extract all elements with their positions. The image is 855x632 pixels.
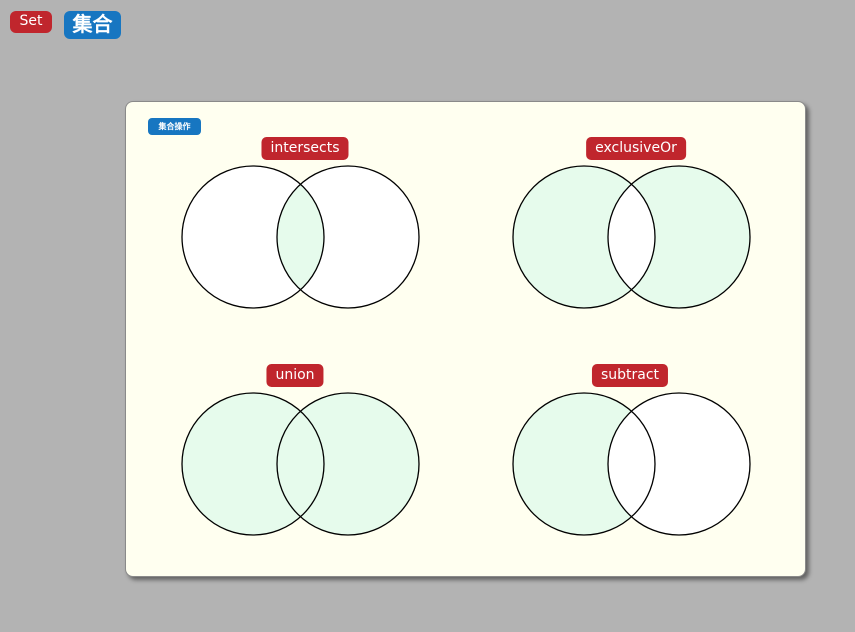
set-operations-panel: 集合操作 intersects exclusiveOr union subtra… (125, 101, 806, 577)
venn-exclusiveOr (512, 165, 751, 309)
circle-b-outline (276, 165, 420, 309)
intersection-region (277, 166, 324, 308)
venn-union (181, 392, 420, 536)
label-subtract: subtract (591, 364, 669, 387)
set-tag: Set (10, 11, 52, 33)
set-chinese-tag: 集合 (64, 11, 121, 39)
label-union: union (266, 364, 324, 387)
circle-a-outline (181, 165, 325, 309)
circle-a-outline (512, 165, 656, 309)
venn-subtract (512, 392, 751, 536)
panel-badge: 集合操作 (148, 118, 201, 135)
label-exclusiveor: exclusiveOr (586, 137, 686, 160)
circle-b-outline (276, 392, 420, 536)
circle-b-outline (607, 392, 751, 536)
circle-a-outline (181, 392, 325, 536)
intersection-region (608, 166, 655, 308)
venn-diagrams (181, 165, 751, 536)
venn-intersects (181, 165, 420, 309)
circle-b-fill (277, 393, 419, 535)
circle-a-outline (512, 392, 656, 536)
label-intersects: intersects (261, 137, 349, 160)
circle-b-fill (608, 393, 750, 535)
circle-b-outline (607, 165, 751, 309)
